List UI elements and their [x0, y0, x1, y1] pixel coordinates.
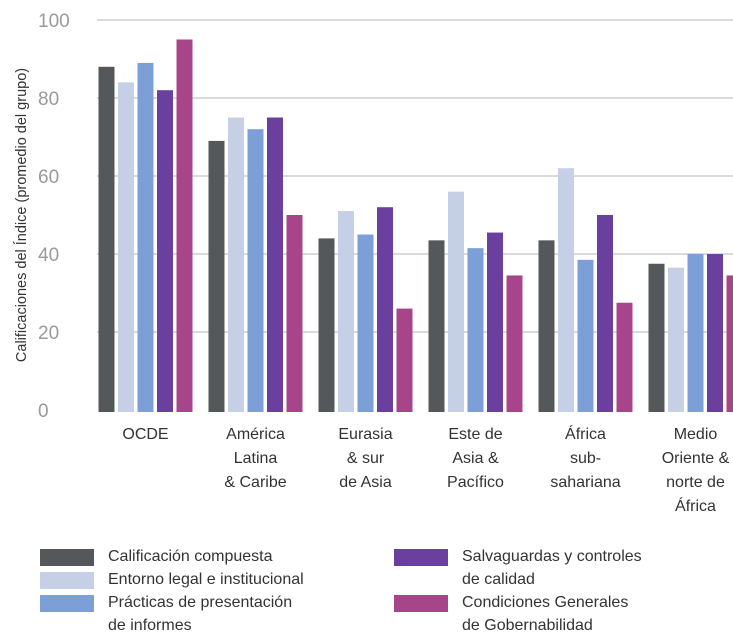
y-tick-label: 80 [38, 89, 59, 110]
bar [396, 308, 413, 412]
bar [668, 267, 684, 412]
x-category-label: África [675, 496, 716, 515]
y-tick-label: 40 [38, 245, 59, 266]
bar [467, 248, 484, 412]
bar [357, 234, 374, 412]
bar [687, 254, 704, 412]
bar [98, 66, 115, 413]
bar [448, 191, 464, 412]
y-tick-label: 20 [38, 323, 59, 344]
bar [707, 254, 723, 412]
y-tick-label: 60 [38, 167, 59, 188]
bar [577, 259, 594, 412]
x-category-label: sub- [570, 450, 601, 467]
y-tick-label: 0 [38, 401, 49, 422]
x-category-label: Latina [234, 450, 278, 467]
y-tick-label: 100 [38, 11, 70, 32]
bar [616, 302, 633, 412]
bar [228, 117, 244, 412]
bar [558, 168, 574, 412]
y-axis-label: Calificaciones del Índice (promedio del … [13, 68, 30, 362]
x-category-label: Asia & [452, 450, 499, 467]
bar [377, 207, 393, 412]
bar [267, 117, 283, 412]
bar [137, 62, 154, 413]
bar [176, 39, 193, 412]
bar [648, 263, 665, 412]
x-category-label: Este de [448, 426, 502, 443]
bar [538, 240, 555, 412]
x-category-label: África [565, 424, 606, 443]
x-category-label: Pacífico [447, 474, 504, 491]
x-category-label: norte de [666, 474, 725, 491]
bar [118, 82, 134, 413]
x-category-label: & Caribe [224, 474, 286, 491]
bar [338, 211, 354, 412]
bar [597, 215, 613, 412]
bar [506, 275, 523, 412]
bar [286, 215, 303, 412]
bar [208, 140, 225, 412]
bar [247, 129, 264, 412]
bar [726, 275, 733, 412]
x-category-label: OCDE [122, 426, 168, 443]
x-category-label: Eurasia [338, 426, 392, 443]
x-category-label: & sur [347, 450, 385, 467]
bar [318, 238, 335, 412]
x-category-label: Oriente & [662, 450, 730, 467]
bar [487, 232, 503, 412]
x-category-label: de Asia [339, 474, 392, 491]
x-category-label: sahariana [550, 474, 620, 491]
x-category-label: Medio [674, 426, 718, 443]
x-category-label: América [226, 426, 285, 443]
bar [428, 240, 445, 412]
bar [157, 90, 173, 412]
